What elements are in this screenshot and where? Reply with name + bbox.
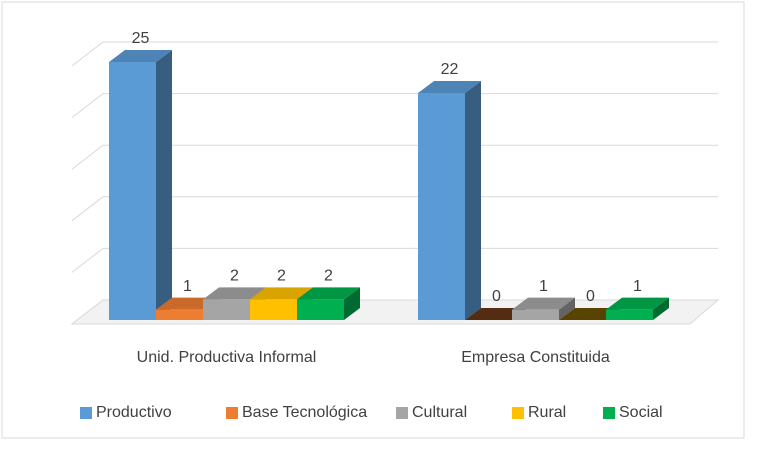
bar — [512, 310, 559, 320]
data-label: 2 — [277, 268, 286, 285]
bar — [109, 62, 156, 320]
data-label: 1 — [633, 278, 642, 295]
legend-swatch — [226, 407, 238, 419]
x-tick-label: Unid. Productiva Informal — [137, 349, 317, 366]
bar — [606, 310, 653, 320]
legend-label: Cultural — [412, 404, 467, 421]
legend-swatch — [396, 407, 408, 419]
data-label: 2 — [324, 268, 333, 285]
bar — [297, 299, 344, 320]
legend-label: Rural — [528, 404, 566, 421]
legend-swatch — [603, 407, 615, 419]
data-label: 0 — [492, 288, 501, 305]
legend-swatch — [512, 407, 524, 419]
bar — [203, 299, 250, 320]
data-label: 1 — [539, 278, 548, 295]
legend-label: Base Tecnológica — [242, 404, 367, 421]
x-tick-label: Empresa Constituida — [461, 349, 610, 366]
bar-side — [156, 50, 172, 320]
data-label: 22 — [441, 61, 459, 78]
data-label: 2 — [230, 268, 239, 285]
legend-label: Social — [619, 404, 663, 421]
legend-label: Productivo — [96, 404, 172, 421]
bar-side — [465, 81, 481, 320]
data-label: 0 — [586, 288, 595, 305]
data-label: 1 — [183, 278, 192, 295]
bar — [418, 93, 465, 320]
data-label: 25 — [132, 30, 150, 47]
legend-swatch — [80, 407, 92, 419]
bar — [250, 299, 297, 320]
bar — [156, 310, 203, 320]
